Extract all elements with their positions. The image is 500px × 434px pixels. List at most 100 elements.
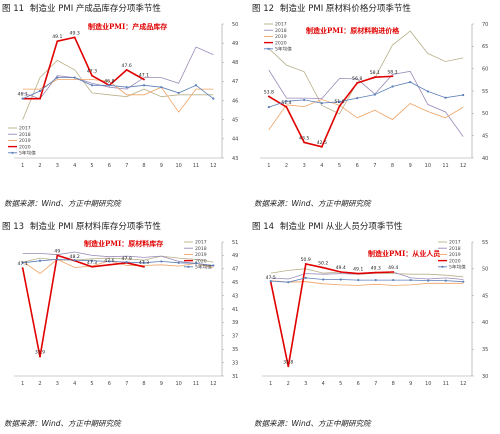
data-label: 49 <box>54 248 60 254</box>
series-line-4 <box>268 81 464 108</box>
data-label: 47.3 <box>139 260 149 266</box>
legend-marker <box>441 265 444 268</box>
x-tick-label: 1 <box>269 381 272 387</box>
series-line-4 <box>22 258 214 266</box>
y-tick-label: 65 <box>482 44 488 50</box>
x-tick-label: 2 <box>38 163 41 169</box>
data-label: 49.1 <box>52 34 62 40</box>
legend-label: 2018 <box>19 132 31 138</box>
series-marker <box>320 101 323 105</box>
series-line-1 <box>22 46 214 100</box>
chart-annotation-title: 制造业PMI：原材料库存 <box>84 239 163 248</box>
x-tick-label: 11 <box>193 381 199 387</box>
series-marker <box>56 76 59 79</box>
legend-label: 5年均值 <box>449 264 466 271</box>
series-point <box>287 365 290 368</box>
y-tick-label: 39 <box>232 320 238 326</box>
y-tick-label: 51 <box>232 240 238 246</box>
series-line-3 <box>270 263 394 367</box>
figure-caption: 制造业 PMI 产成品库存分项季节性 <box>30 4 161 14</box>
legend-label: 2018 <box>449 246 461 252</box>
series-marker <box>426 90 429 93</box>
series-marker <box>444 279 447 282</box>
series-point <box>373 76 376 79</box>
series-point <box>267 95 270 98</box>
legend-label: 2019 <box>449 252 461 258</box>
data-label: 53.8 <box>264 89 274 95</box>
x-tick-label: 11 <box>193 163 199 169</box>
x-tick-label: 12 <box>460 381 466 387</box>
x-tick-label: 2 <box>38 381 41 387</box>
series-marker <box>108 84 111 87</box>
y-tick-label: 46 <box>232 98 238 104</box>
x-tick-label: 6 <box>356 163 359 169</box>
x-tick-label: 7 <box>373 163 376 169</box>
y-tick-label: 60 <box>482 66 488 72</box>
x-tick-label: 5 <box>339 381 342 387</box>
figure-12-title: 图 12 制造业 PMI 原材料价格分项季节性 <box>252 2 411 14</box>
series-marker <box>73 258 76 262</box>
x-tick-label: 10 <box>425 163 431 169</box>
x-tick-label: 8 <box>142 381 145 387</box>
legend-marker <box>11 151 14 154</box>
series-marker <box>391 85 394 88</box>
x-tick-label: 5 <box>90 381 93 387</box>
x-tick-label: 7 <box>125 381 128 387</box>
series-point <box>56 254 59 257</box>
x-tick-label: 9 <box>409 163 412 169</box>
legend-label: 2020 <box>195 258 207 264</box>
series-point <box>91 265 93 268</box>
figure-11-source: 数据来源：Wind、方正中期研究院 <box>4 199 121 208</box>
y-tick-label: 55 <box>482 89 488 95</box>
y-tick-label: 70 <box>482 22 488 28</box>
x-tick-label: 7 <box>125 163 128 169</box>
data-label: 49.1 <box>353 267 363 273</box>
x-tick-label: 10 <box>425 381 431 387</box>
y-tick-label: 50 <box>232 22 238 28</box>
series-point <box>285 106 288 108</box>
series-point <box>339 271 342 273</box>
series-marker <box>125 261 128 264</box>
series-marker <box>108 260 111 263</box>
series-line-1 <box>22 251 214 267</box>
series-marker <box>267 105 270 109</box>
series-marker <box>462 280 465 283</box>
data-label: 47.1 <box>18 261 28 267</box>
y-tick-label: 33 <box>232 360 238 366</box>
series-point <box>108 263 111 266</box>
series-marker <box>142 261 146 264</box>
x-tick-label: 10 <box>175 163 181 169</box>
series-marker <box>269 280 272 283</box>
data-label: 50.2 <box>318 261 328 267</box>
series-marker <box>177 261 180 264</box>
series-point <box>357 272 360 275</box>
series-line-2 <box>270 280 464 286</box>
legend-label: 2020 <box>449 258 461 264</box>
series-marker <box>194 262 198 265</box>
series-marker <box>287 281 290 284</box>
legend-label: 2018 <box>275 28 287 34</box>
x-tick-label: 4 <box>73 163 76 169</box>
data-label: 48.2 <box>70 254 80 260</box>
chart-annotation-title: 制造业PMI：从业人员 <box>368 249 440 258</box>
data-label: 47.1 <box>139 73 149 79</box>
y-tick-label: 47 <box>232 267 238 273</box>
x-tick-label: 11 <box>443 381 449 387</box>
x-tick-label: 4 <box>73 381 76 387</box>
series-point <box>73 36 76 39</box>
series-point <box>322 266 325 269</box>
x-tick-label: 4 <box>320 163 323 169</box>
series-marker <box>160 86 163 89</box>
legend-label: 2018 <box>195 246 207 252</box>
legend-label: 2019 <box>195 252 207 258</box>
legend-marker <box>267 47 270 50</box>
series-point <box>304 263 307 265</box>
x-tick-label: 12 <box>460 163 466 169</box>
figure-number: 图 13 <box>2 222 25 232</box>
series-point <box>125 69 128 71</box>
x-tick-label: 9 <box>160 163 163 169</box>
series-point <box>338 105 341 108</box>
legend-label: 2017 <box>275 22 287 28</box>
legend-label: 2019 <box>275 34 287 40</box>
